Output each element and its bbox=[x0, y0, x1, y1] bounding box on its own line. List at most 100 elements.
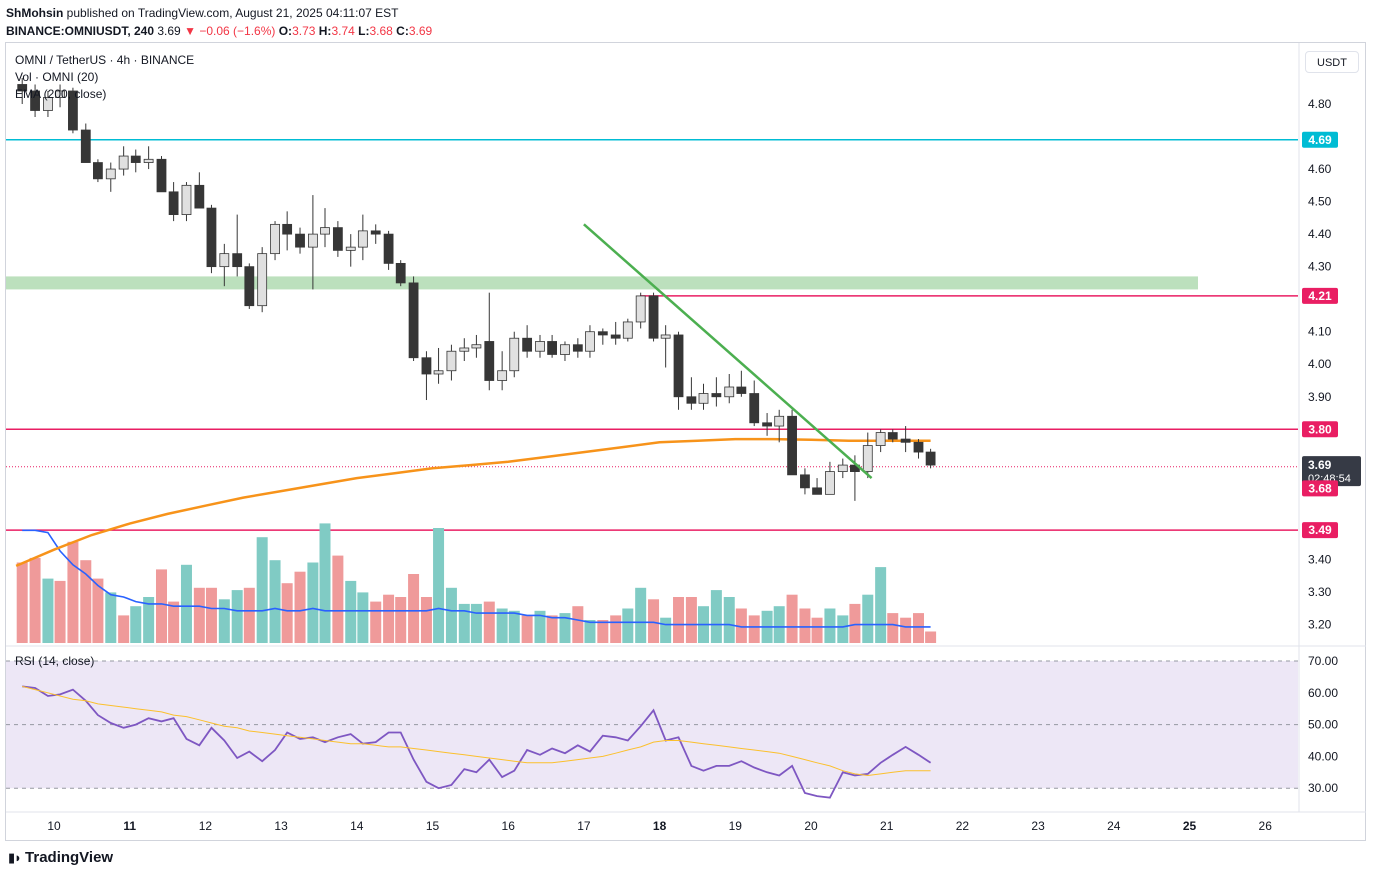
high-label: H: bbox=[318, 24, 332, 38]
price-change: −0.06 (−1.6%) bbox=[199, 24, 276, 38]
volume-bar bbox=[610, 615, 622, 643]
candle-body bbox=[433, 370, 444, 375]
candle-body bbox=[320, 227, 330, 235]
volume-bar bbox=[875, 567, 887, 643]
time-tick-label: 16 bbox=[502, 819, 516, 833]
rsi-band bbox=[6, 661, 1298, 789]
currency-button[interactable]: USDT bbox=[1305, 51, 1359, 73]
volume-bar bbox=[332, 555, 344, 643]
volume-bar bbox=[483, 601, 495, 643]
level-label: 4.21 bbox=[1308, 289, 1332, 303]
volume-bar bbox=[345, 580, 357, 643]
volume-bar bbox=[54, 580, 66, 643]
time-tick-label: 24 bbox=[1107, 819, 1121, 833]
rsi-tick-label: 60.00 bbox=[1308, 686, 1338, 700]
legend-rsi[interactable]: RSI (14, close) bbox=[15, 654, 95, 668]
candle-body bbox=[168, 191, 179, 216]
candle-body bbox=[812, 487, 822, 495]
candle-body bbox=[825, 471, 835, 495]
candle-body bbox=[522, 337, 533, 352]
volume-bar bbox=[925, 631, 937, 643]
candle-body bbox=[875, 432, 886, 446]
candle-body bbox=[585, 331, 595, 352]
chart-frame bbox=[5, 42, 1366, 841]
time-tick-label: 11 bbox=[123, 819, 136, 833]
candle-body bbox=[900, 438, 911, 443]
volume-bar bbox=[118, 615, 130, 643]
volume-bar bbox=[168, 601, 180, 643]
rsi-tick-label: 50.00 bbox=[1308, 718, 1338, 732]
low-value: 3.68 bbox=[369, 24, 393, 38]
high-value: 3.74 bbox=[331, 24, 355, 38]
volume-bar bbox=[193, 587, 205, 643]
volume-bar bbox=[773, 606, 785, 643]
volume-bar bbox=[635, 587, 647, 643]
tradingview-logo[interactable]: ▮◗ TradingView bbox=[8, 849, 113, 866]
candle-body bbox=[421, 357, 432, 375]
volume-bar bbox=[559, 613, 571, 643]
candle-body bbox=[887, 432, 898, 440]
candle-body bbox=[282, 223, 293, 235]
level-label-bg bbox=[1302, 287, 1338, 304]
volume-bar bbox=[218, 599, 230, 643]
volume-bar bbox=[357, 592, 369, 643]
volume-bar bbox=[673, 597, 685, 643]
volume-bar bbox=[205, 587, 217, 643]
volume-bar bbox=[622, 608, 634, 643]
volume-bar bbox=[912, 613, 924, 643]
candle-body bbox=[787, 415, 797, 476]
candle-body bbox=[383, 233, 394, 264]
level-label-bg bbox=[1302, 522, 1338, 539]
volume-bar bbox=[887, 613, 899, 643]
legend-title[interactable]: OMNI / TetherUS · 4h · BINANCE bbox=[15, 53, 195, 67]
candle-body bbox=[68, 90, 78, 131]
candle-body bbox=[497, 370, 508, 381]
price-tick-label: 4.00 bbox=[1308, 357, 1332, 371]
volume-bar bbox=[546, 615, 558, 643]
volume-bar bbox=[470, 603, 482, 643]
candle-body bbox=[93, 162, 103, 180]
volume-bar bbox=[584, 620, 596, 643]
candle-body bbox=[408, 282, 419, 359]
candle-body bbox=[622, 321, 633, 339]
rsi-line bbox=[22, 685, 932, 799]
legend-volume[interactable]: Vol · OMNI (20) bbox=[15, 70, 99, 84]
volume-bar bbox=[799, 608, 811, 643]
candle-body bbox=[219, 253, 230, 268]
volume-bar bbox=[383, 594, 395, 643]
candle-body bbox=[774, 415, 785, 427]
symbol-label: BINANCE:OMNIUSDT, 240 bbox=[6, 24, 155, 38]
time-tick-label: 12 bbox=[199, 819, 213, 833]
candle-body bbox=[181, 184, 192, 216]
volume-bar bbox=[508, 610, 520, 643]
candle-body bbox=[370, 230, 381, 235]
candle-body bbox=[749, 393, 760, 424]
volume-bar bbox=[130, 606, 142, 643]
brand-name: TradingView bbox=[25, 849, 114, 866]
volume-bar bbox=[458, 603, 470, 643]
candle-body bbox=[345, 246, 356, 251]
time-tick-label: 25 bbox=[1183, 819, 1197, 833]
main-pane bbox=[6, 77, 1298, 643]
time-tick-label: 17 bbox=[577, 819, 591, 833]
volume-bar bbox=[521, 615, 533, 643]
candle-body bbox=[471, 344, 482, 349]
chart-header: ShMohsin published on TradingView.com, A… bbox=[6, 4, 432, 40]
last-price-box bbox=[1302, 456, 1361, 487]
candle-body bbox=[762, 422, 772, 427]
candle-body bbox=[105, 168, 116, 180]
close-label: C: bbox=[396, 24, 409, 38]
level-label: 3.49 bbox=[1308, 523, 1332, 537]
legend-ema[interactable]: EMA (200, close) bbox=[15, 87, 107, 101]
candle-body bbox=[547, 341, 558, 355]
ema-line bbox=[15, 437, 931, 568]
candle-body bbox=[80, 129, 91, 163]
candle-body bbox=[17, 84, 28, 92]
price-tick-label: 4.60 bbox=[1308, 162, 1332, 176]
volume-bar bbox=[710, 590, 722, 643]
volume-bar bbox=[92, 578, 104, 643]
volume-bar bbox=[143, 597, 155, 643]
published-text: published on TradingView.com, August 21,… bbox=[66, 6, 399, 20]
publisher-name[interactable]: ShMohsin bbox=[6, 6, 64, 20]
